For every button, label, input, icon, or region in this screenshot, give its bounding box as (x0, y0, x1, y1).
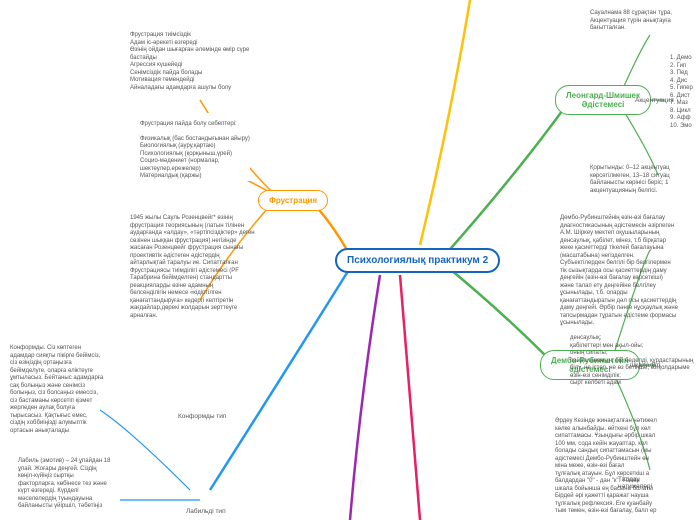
leonhard-conclusion: Қорытынды: 0–12 акцентуац көрсетілмеген,… (590, 165, 670, 195)
frustration-node: Фрустрация (258, 190, 328, 211)
labile-label: Лабильді тип (186, 508, 226, 515)
frustration-causes: Фрустрация пайда болу себептері: Физикал… (140, 113, 250, 181)
leonhard-intro: Сауалнама 88 сұрақтан тұра, Акцентуация … (590, 10, 672, 33)
accentuation-label: Акцентуация (635, 97, 674, 104)
central-node: Психологиялық практикум 2 (335, 248, 500, 273)
frustration-intro: Фрустрация тиімсіздік Адам іс-әрекеті өз… (130, 32, 249, 92)
labile-text: Лабиль (эмотив) – 24 ұпайдан 18 ұпай. Жо… (18, 458, 110, 511)
causes-list: Физикалық (бас бостандығынан айыру) Биол… (140, 136, 250, 180)
scales-list: денсаулық; қабілеттері мен ақыл-ойы; оны… (570, 335, 693, 388)
conform-text: Конформды. Сіз көптеген адамдар сияқты п… (10, 345, 103, 435)
causes-title: Фрустрация пайда болу себептері: (140, 121, 237, 127)
frustration-history: 1945 жылы Сауль Розенцвейг* өзінің фруст… (130, 215, 290, 320)
conform-label: Конформды тип (178, 413, 226, 420)
analysis-text: Әрдеу Кезінде жинақталған нәтижел көлке … (555, 418, 657, 516)
dembo-intro: Дембо-Рубинштейнің өзін-өзі бағалау диаг… (560, 215, 678, 328)
accentuation-list: 1. Демо 2. Гип 3. Пед 4. Дис 5. Гипер 6.… (670, 55, 693, 130)
